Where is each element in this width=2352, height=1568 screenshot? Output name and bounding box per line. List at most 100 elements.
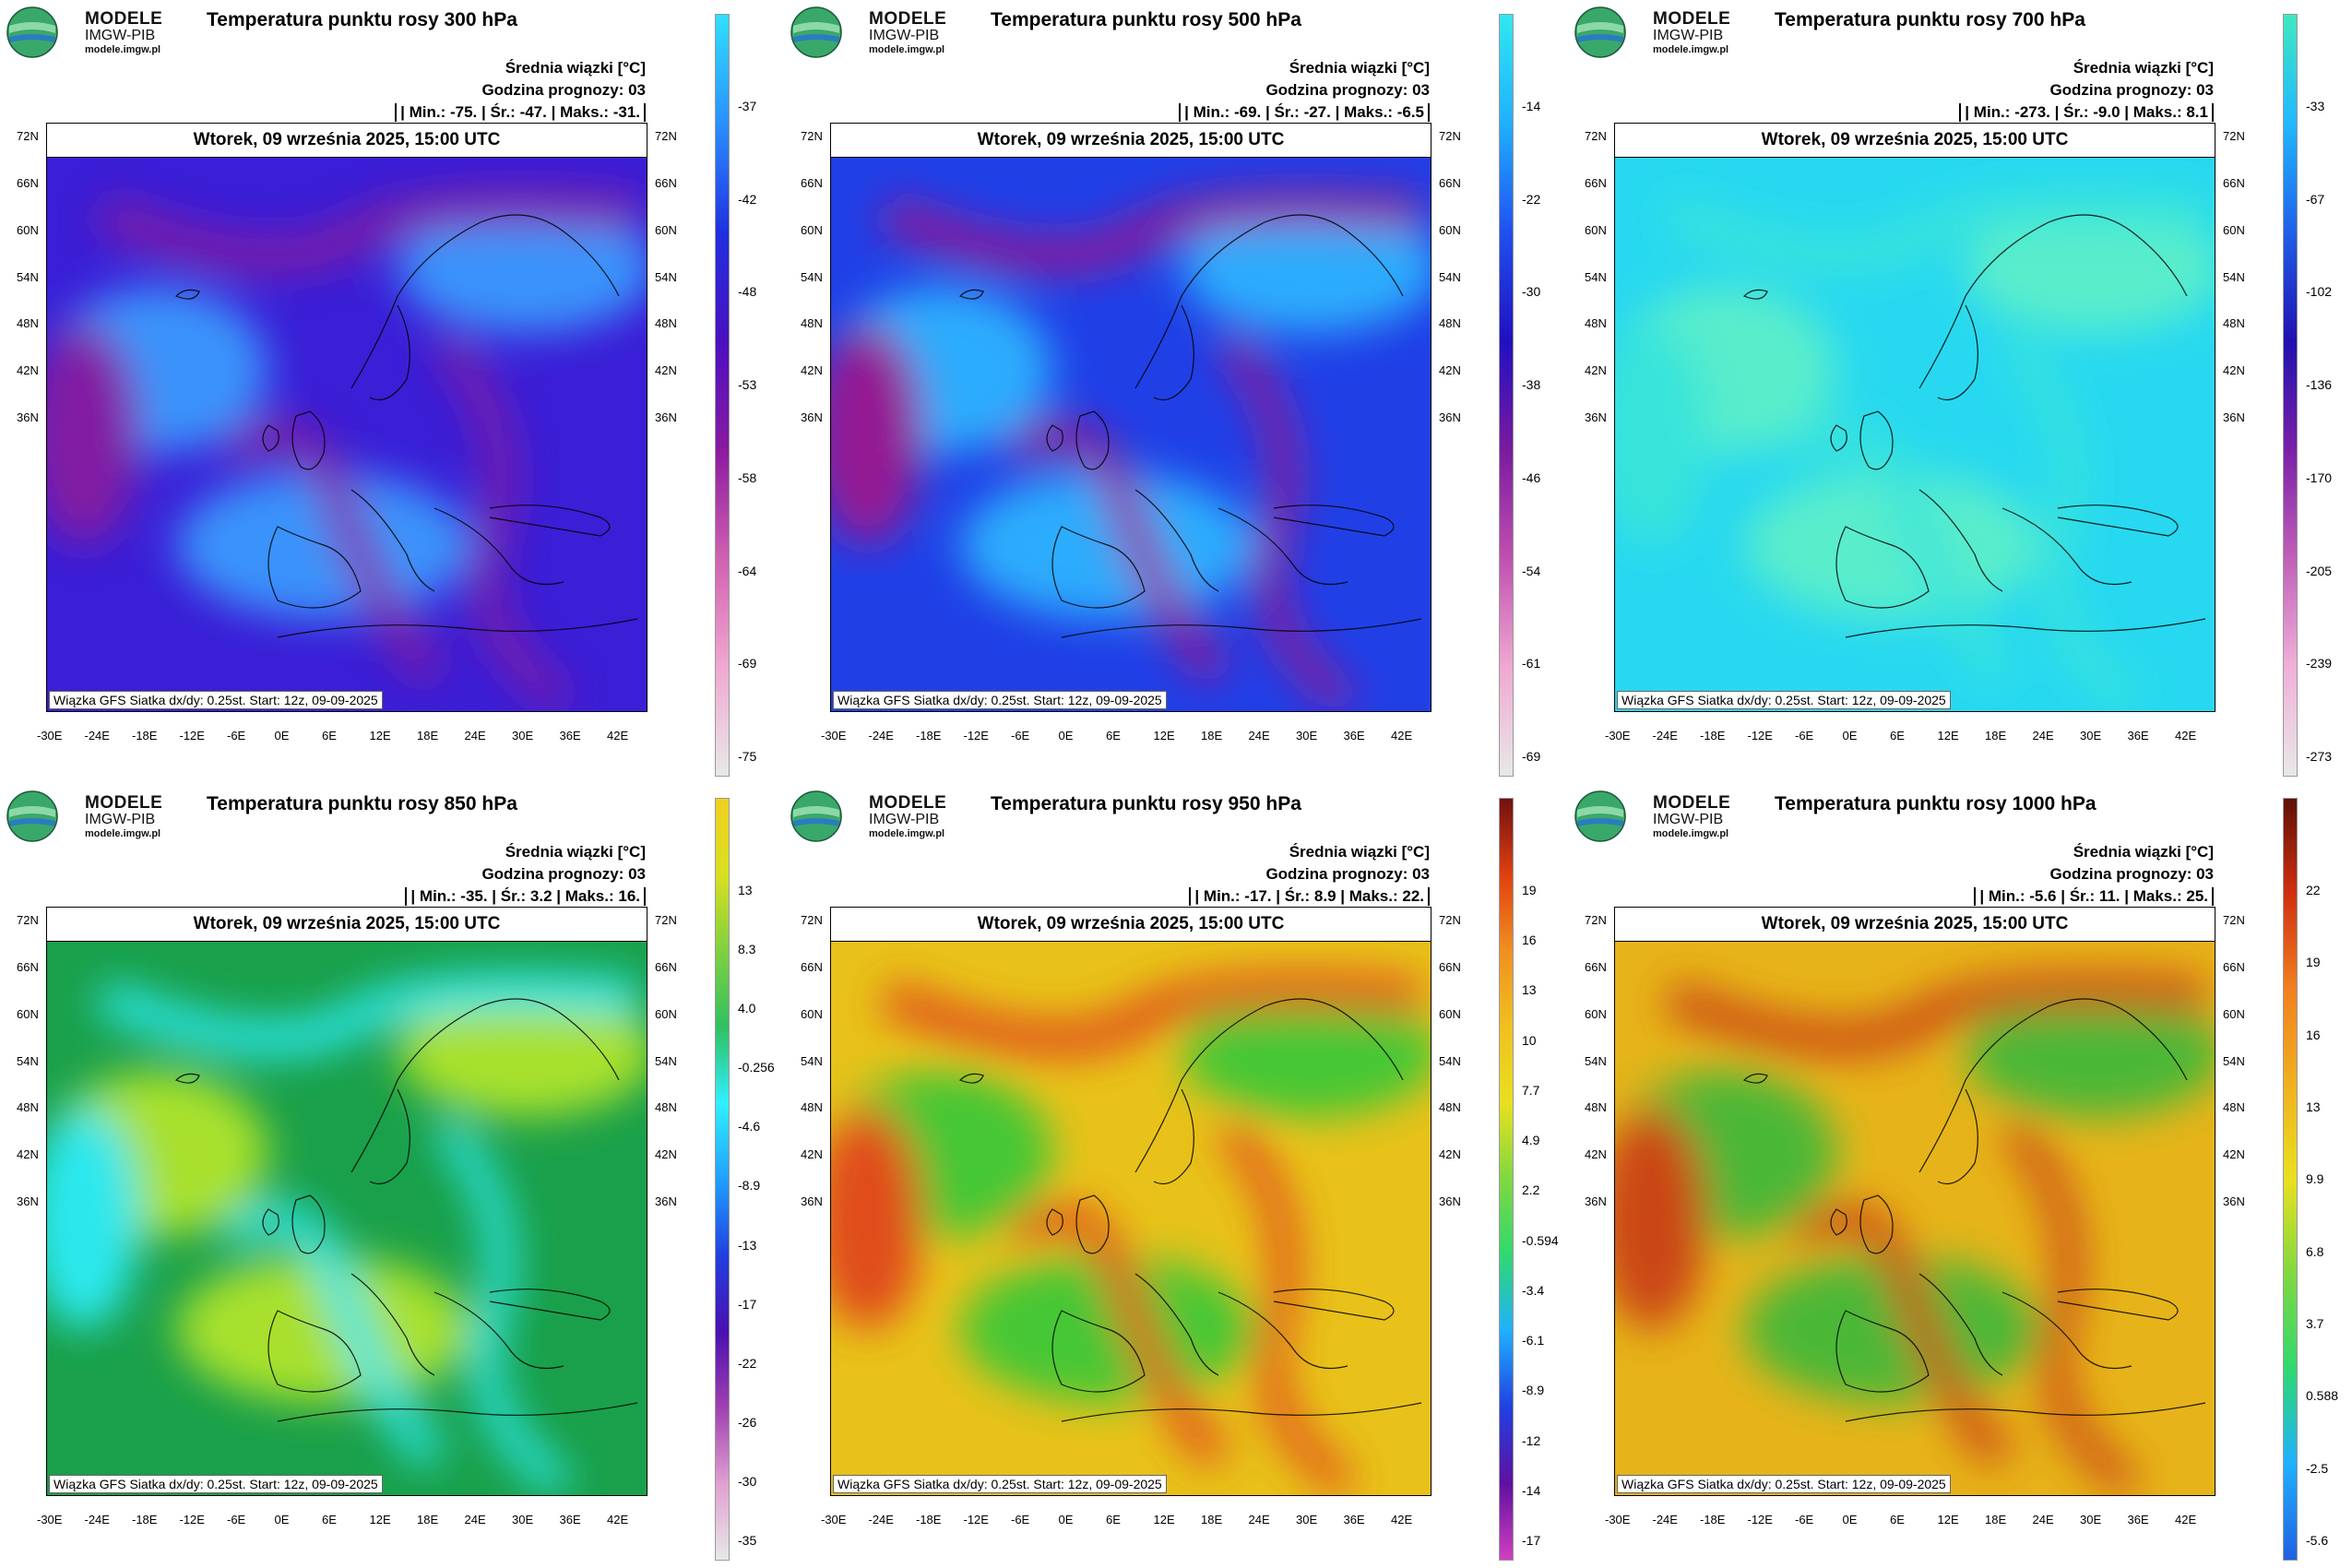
lat-label-right: 60N [1439, 1007, 1461, 1021]
colorbar-tick: -12 [1522, 1432, 1541, 1448]
lon-label: 30E [2080, 729, 2102, 742]
lon-label: 12E [1937, 1513, 1959, 1526]
colorbar-tick: -0.594 [1522, 1232, 1559, 1248]
globe-logo-icon [790, 6, 842, 58]
imgw-logo[interactable]: MODELE IMGW-PIB modele.imgw.pl [1574, 790, 1758, 842]
dewpoint-map[interactable] [47, 942, 647, 1495]
colorbar-tick: 16 [1522, 932, 1537, 948]
stats-line: | Min.: -5.6 | Śr.: 11. | Maks.: 25. [1974, 887, 2214, 906]
colorbar-tick: -30 [1522, 284, 1541, 300]
lat-label-left: 36N [17, 410, 39, 424]
lat-label-left: 42N [1585, 1147, 1607, 1161]
colorbar-tick: -22 [1522, 191, 1541, 207]
colorbar-tick: 13 [738, 883, 753, 897]
imgw-logo[interactable]: MODELE IMGW-PIB modele.imgw.pl [790, 790, 974, 842]
lat-label-right: 36N [1439, 1194, 1461, 1208]
colorbar-tick: 9.9 [2306, 1171, 2324, 1187]
lat-label-right: 54N [1439, 270, 1461, 284]
lat-label-right: 60N [1439, 223, 1461, 237]
colorbar-tick: -61 [1522, 656, 1541, 671]
lon-label: 30E [2080, 1513, 2102, 1526]
map-frame: Wtorek, 09 września 2025, 15:00 UTC [830, 123, 1431, 712]
map-frame: Wtorek, 09 września 2025, 15:00 UTC [830, 907, 1431, 1496]
forecast-panel: MODELE IMGW-PIB modele.imgw.pl Temperatu… [1568, 0, 2352, 784]
lon-label: 0E [1842, 729, 1858, 742]
lon-label: 18E [1201, 729, 1223, 742]
colorbar-tick: -8.9 [1522, 1383, 1545, 1398]
lon-label: -6E [227, 1513, 246, 1526]
colorbar-tick: -14 [1522, 1482, 1541, 1498]
lon-label: 6E [1890, 1513, 1905, 1526]
lat-label-right: 36N [2223, 1194, 2245, 1208]
valid-date: Wtorek, 09 września 2025, 15:00 UTC [47, 908, 647, 942]
colorbar-tick: -69 [1522, 749, 1541, 764]
colorbar-tick: 6.8 [2306, 1243, 2324, 1259]
lat-label-right: 54N [2223, 270, 2245, 284]
lon-label: 6E [322, 729, 337, 742]
lon-label: 36E [1343, 729, 1365, 742]
lon-label: -30E [821, 729, 847, 742]
lat-label-left: 36N [1585, 1194, 1607, 1208]
mean-label: Średnia wiązki [°C] [1289, 843, 1430, 861]
imgw-logo[interactable]: MODELE IMGW-PIB modele.imgw.pl [6, 790, 190, 842]
coastlines [958, 998, 1422, 1422]
forecast-hour: Godzina prognozy: 03 [481, 81, 646, 99]
colorbar-tick: -3.4 [1522, 1282, 1545, 1298]
site-url: modele.imgw.pl [1653, 44, 1729, 55]
colorbar-tick: -35 [738, 1533, 757, 1548]
lat-label-left: 48N [801, 316, 823, 330]
colorbar-tick: 2.2 [1522, 1182, 1540, 1198]
lat-label-left: 66N [801, 176, 823, 190]
lat-label-left: 72N [801, 913, 823, 927]
map-frame: Wtorek, 09 września 2025, 15:00 UTC [1614, 123, 2215, 712]
lat-label-right: 72N [1439, 913, 1461, 927]
globe-logo-icon [1574, 790, 1626, 842]
imgw-logo[interactable]: MODELE IMGW-PIB modele.imgw.pl [6, 6, 190, 58]
lon-label: 42E [1391, 729, 1413, 742]
lat-label-left: 66N [1585, 960, 1607, 974]
site-url: modele.imgw.pl [869, 44, 945, 55]
source-label: Wiązka GFS Siatka dx/dy: 0.25st. Start: … [49, 1475, 383, 1493]
lat-label-left: 48N [1585, 1100, 1607, 1114]
colorbar-tick: -69 [738, 656, 757, 671]
dewpoint-map[interactable] [1615, 942, 2215, 1495]
lon-label: -18E [916, 729, 942, 742]
lat-label-right: 48N [2223, 1100, 2245, 1114]
lat-label-right: 42N [655, 1147, 677, 1161]
lon-label: -24E [1652, 729, 1678, 742]
lon-label: -12E [1747, 729, 1773, 742]
dewpoint-map[interactable] [831, 942, 1431, 1495]
lon-label: 24E [464, 1513, 486, 1526]
map-field [47, 158, 647, 711]
lon-label: 30E [512, 1513, 534, 1526]
imgw-logo[interactable]: MODELE IMGW-PIB modele.imgw.pl [790, 6, 974, 58]
colorbar-tick: -17 [738, 1296, 757, 1312]
lon-label: 30E [512, 729, 534, 742]
dewpoint-map[interactable] [1615, 158, 2215, 711]
lon-label: -24E [868, 729, 894, 742]
lat-label-left: 54N [1585, 1054, 1607, 1068]
dewpoint-map[interactable] [831, 158, 1431, 711]
colorbar-tick: 16 [2306, 1027, 2321, 1042]
lon-label: 30E [1296, 1513, 1318, 1526]
colorbar-tick: -136 [2306, 377, 2333, 393]
colorbar-tick: -67 [2306, 191, 2325, 207]
colorbar [1499, 14, 1514, 777]
lat-label-right: 42N [2223, 363, 2245, 377]
colorbar-tick: 7.7 [1522, 1082, 1540, 1098]
lon-label: -18E [1700, 729, 1726, 742]
lon-label: -12E [179, 729, 205, 742]
lon-label: 24E [464, 729, 486, 742]
imgw-logo[interactable]: MODELE IMGW-PIB modele.imgw.pl [1574, 6, 1758, 58]
source-label: Wiązka GFS Siatka dx/dy: 0.25st. Start: … [1617, 1475, 1951, 1493]
lon-label: -12E [963, 729, 989, 742]
site-url: modele.imgw.pl [85, 44, 161, 55]
lon-label: 24E [2032, 1513, 2054, 1526]
lat-label-left: 66N [17, 176, 39, 190]
lon-label: 36E [559, 729, 581, 742]
lat-label-right: 54N [2223, 1054, 2245, 1068]
dewpoint-map[interactable] [47, 158, 647, 711]
lat-label-left: 36N [17, 1194, 39, 1208]
lon-label: 12E [1153, 729, 1175, 742]
lat-label-left: 36N [1585, 410, 1607, 424]
